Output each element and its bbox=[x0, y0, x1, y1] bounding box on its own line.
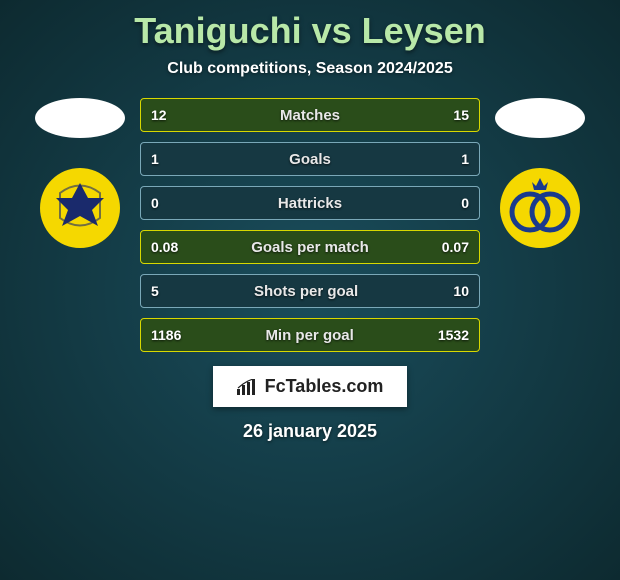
player-right-silhouette bbox=[495, 98, 585, 138]
stat-right-value: 0 bbox=[461, 195, 469, 211]
stat-left-value: 1 bbox=[151, 151, 159, 167]
stats-table: 12Matches151Goals10Hattricks00.08Goals p… bbox=[140, 98, 480, 352]
stat-left-value: 5 bbox=[151, 283, 159, 299]
stat-label: Goals per match bbox=[251, 239, 369, 256]
right-player-column bbox=[490, 98, 590, 248]
stat-right-value: 1532 bbox=[438, 327, 469, 343]
stat-row: 0 Hattricks 0 bbox=[140, 186, 480, 220]
stat-right-value: 15 bbox=[453, 107, 469, 123]
team-right-crest bbox=[500, 168, 580, 248]
stat-label: Matches bbox=[280, 107, 340, 124]
team-left-crest bbox=[40, 168, 120, 248]
brand-logo: FcTables.com bbox=[213, 366, 408, 407]
stat-label: Goals bbox=[289, 151, 331, 168]
stat-left-value: 0.08 bbox=[151, 239, 178, 255]
stat-right-value: 0.07 bbox=[442, 239, 469, 255]
stat-label: Hattricks bbox=[278, 195, 342, 212]
team-right-crest-svg bbox=[500, 168, 580, 248]
date-label: 26 january 2025 bbox=[243, 421, 377, 442]
page-title: Taniguchi vs Leysen bbox=[134, 10, 485, 52]
stat-right-value: 1 bbox=[461, 151, 469, 167]
stat-row: 1186 Min per goal 1532 bbox=[140, 318, 480, 352]
stat-row: 12 Matches 15 bbox=[140, 98, 480, 132]
stat-label: Shots per goal bbox=[254, 283, 358, 300]
stat-label: Min per goal bbox=[265, 327, 353, 344]
comparison-row: 12Matches151Goals10Hattricks00.08Goals p… bbox=[0, 98, 620, 352]
stat-row: 1 Goals 1 bbox=[140, 142, 480, 176]
stat-right-value: 10 bbox=[453, 283, 469, 299]
player-left-silhouette bbox=[35, 98, 125, 138]
brand-text: FcTables.com bbox=[265, 376, 384, 397]
chart-icon bbox=[237, 379, 257, 395]
subtitle: Club competitions, Season 2024/2025 bbox=[167, 60, 452, 78]
left-player-column bbox=[30, 98, 130, 248]
team-left-crest-svg bbox=[40, 168, 120, 248]
stat-row: 5 Shots per goal 10 bbox=[140, 274, 480, 308]
stat-left-value: 0 bbox=[151, 195, 159, 211]
stat-row: 0.08 Goals per match 0.07 bbox=[140, 230, 480, 264]
stat-left-value: 1186 bbox=[151, 327, 181, 343]
stat-left-value: 12 bbox=[151, 107, 167, 123]
